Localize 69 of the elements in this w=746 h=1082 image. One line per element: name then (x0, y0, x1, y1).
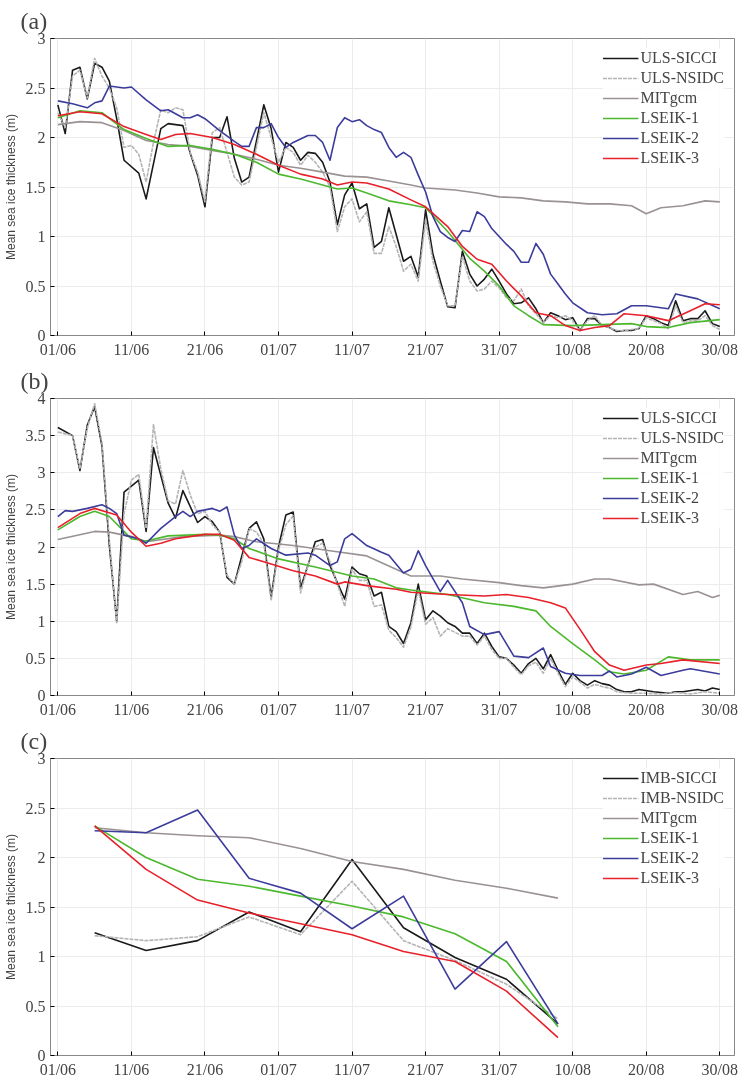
x-tick-label: 21/07 (407, 700, 444, 718)
x-tick-label: 01/07 (260, 700, 297, 718)
legend-label: LSEIK-3 (640, 509, 700, 527)
x-tick-label: 31/07 (480, 700, 518, 718)
legend-label: LSEIK-2 (640, 129, 700, 147)
y-tick-label: 1.5 (25, 575, 46, 593)
legend-label: LSEIK-3 (640, 149, 700, 167)
y-tick-label: 1 (37, 948, 46, 965)
line-series (93, 880, 559, 1020)
x-tick-label: 10/08 (554, 1060, 591, 1078)
x-tick-label: 30/08 (701, 1060, 739, 1078)
x-tick-label: 11/06 (113, 700, 150, 718)
x-tick-label: 10/08 (554, 700, 591, 718)
x-tick-label: 21/07 (407, 1060, 444, 1078)
x-tick-label: 21/06 (186, 700, 224, 718)
legend-label: LSEIK-1 (640, 829, 700, 847)
y-tick-label: 2.5 (25, 501, 46, 519)
line-series (93, 858, 559, 1025)
y-axis-title: Mean sea ice thickness (m) (3, 833, 18, 981)
y-tick-label: 2 (37, 849, 46, 866)
y-tick-label: 0.5 (25, 997, 46, 1015)
y-tick-label: 1.5 (25, 178, 46, 196)
x-tick-label: 11/06 (113, 340, 150, 358)
y-tick-label: 0.5 (25, 277, 46, 295)
legend-label: ULS-SICCI (640, 49, 717, 67)
legend-label: MITgcm (640, 449, 698, 467)
y-tick-label: 2 (37, 538, 46, 556)
y-tick-label: 1.5 (25, 898, 46, 916)
legend-label: ULS-NSIDC (640, 429, 724, 447)
legend-label: MITgcm (640, 809, 698, 827)
x-tick-label: 11/07 (334, 340, 370, 358)
y-tick-label: 2.5 (25, 799, 46, 817)
y-tick-label: 1 (37, 228, 46, 245)
y-tick-label: 3.5 (25, 427, 46, 445)
legend-label: IMB-NSIDC (640, 789, 724, 807)
legend-label: ULS-SICCI (640, 409, 717, 427)
legend-label: LSEIK-3 (640, 869, 700, 887)
x-tick-label: 21/06 (186, 340, 224, 358)
x-tick-label: 01/07 (260, 1060, 297, 1078)
x-tick-label: 30/08 (701, 340, 739, 358)
x-tick-label: 10/08 (554, 340, 591, 358)
legend-label: IMB-SICCI (640, 769, 717, 787)
x-tick-label: 21/06 (186, 1060, 224, 1078)
y-tick-label: 3 (37, 464, 46, 482)
legend-label: LSEIK-1 (640, 469, 700, 487)
x-tick-label: 31/07 (480, 1060, 518, 1078)
x-tick-label: 30/08 (701, 700, 739, 718)
x-tick-label: 20/08 (628, 1060, 665, 1078)
y-tick-label: 0.5 (25, 649, 46, 667)
x-tick-label: 11/07 (334, 1060, 370, 1078)
x-tick-label: 20/08 (628, 340, 665, 358)
x-tick-label: 20/08 (628, 700, 665, 718)
legend-label: MITgcm (640, 89, 698, 107)
y-axis-title: Mean sea ice thickness (m) (3, 473, 18, 621)
x-tick-label: 21/07 (407, 340, 444, 358)
y-tick-label: 2.5 (25, 79, 46, 97)
x-tick-label: 31/07 (480, 340, 518, 358)
x-tick-label: 11/07 (334, 700, 370, 718)
y-tick-label: 1 (37, 612, 46, 630)
x-tick-label: 11/06 (113, 1060, 150, 1078)
legend-label: LSEIK-2 (640, 849, 700, 867)
legend-label: LSEIK-2 (640, 489, 700, 507)
line-series (57, 530, 721, 599)
legend-label: LSEIK-1 (640, 109, 700, 127)
legend-label: ULS-NSIDC (640, 69, 724, 87)
x-tick-label: 01/07 (260, 340, 297, 358)
y-tick-label: 2 (37, 129, 46, 146)
y-axis-title: Mean sea ice thickness (m) (3, 113, 18, 261)
line-series (93, 827, 559, 899)
